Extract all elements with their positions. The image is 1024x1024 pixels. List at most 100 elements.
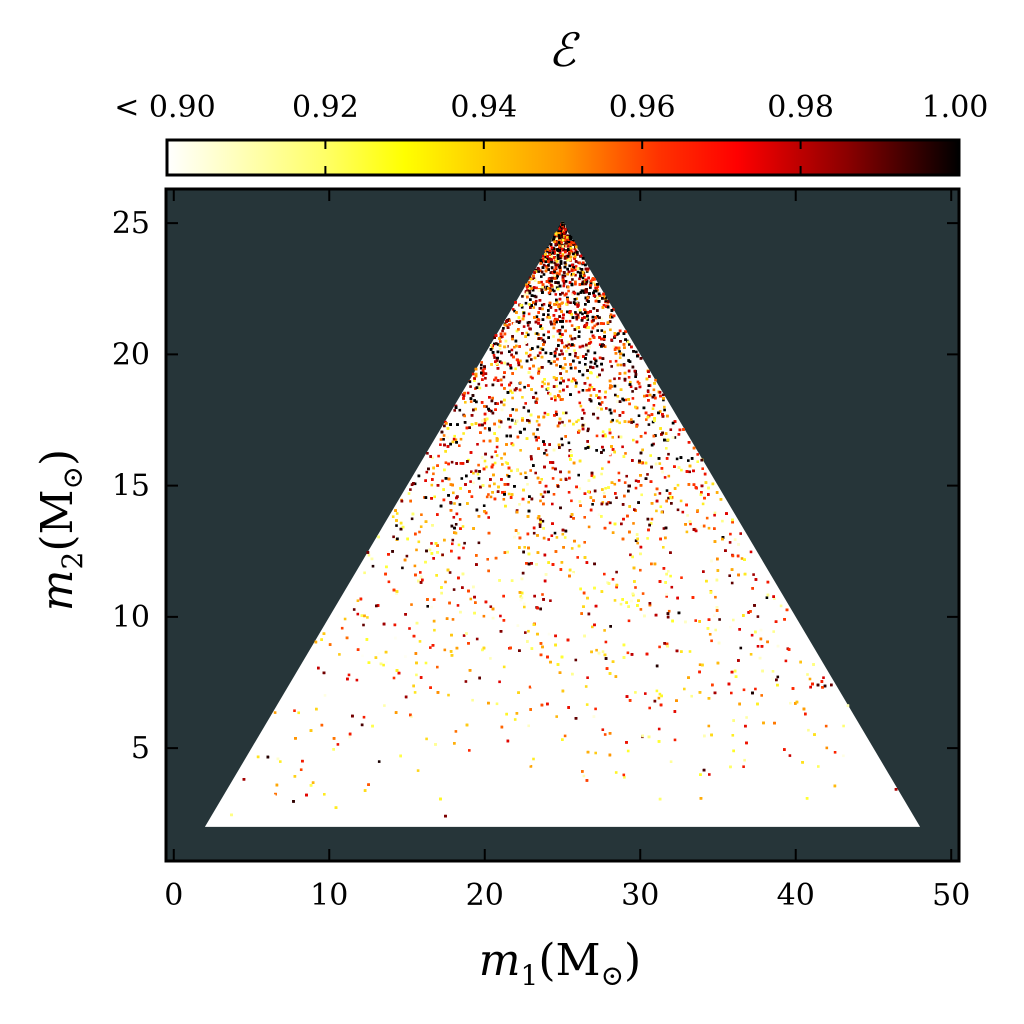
scatter-point [703, 472, 707, 476]
scatter-point [468, 380, 472, 384]
scatter-point [564, 263, 568, 266]
scatter-point [450, 460, 454, 464]
scatter-point [540, 275, 543, 278]
scatter-point [576, 556, 579, 559]
scatter-point [471, 372, 475, 376]
scatter-point [521, 295, 524, 298]
scatter-point [846, 746, 850, 749]
scatter-point [462, 432, 465, 435]
scatter-point [564, 363, 567, 366]
scatter-point [588, 345, 591, 349]
scatter-point [541, 519, 545, 523]
scatter-point [503, 490, 506, 494]
scatter-point [539, 518, 542, 521]
scatter-point [501, 335, 504, 338]
scatter-point [540, 280, 543, 284]
scatter-point [538, 525, 542, 528]
scatter-point [659, 505, 663, 508]
scatter-point [519, 472, 523, 476]
scatter-point [564, 280, 568, 283]
scatter-point [519, 598, 523, 602]
scatter-point [591, 315, 595, 319]
scatter-point [383, 704, 386, 707]
scatter-point [707, 526, 711, 530]
scatter-point [553, 268, 556, 272]
scatter-point [425, 549, 428, 553]
scatter-point [569, 515, 573, 518]
scatter-point [392, 535, 395, 539]
scatter-point [532, 531, 536, 535]
scatter-point [528, 367, 532, 370]
scatter-point [527, 629, 530, 633]
scatter-point [646, 537, 649, 540]
scatter-point [487, 569, 490, 573]
scatter-point [779, 604, 783, 608]
scatter-point [347, 673, 351, 677]
scatter-point [603, 733, 607, 736]
scatter-point [600, 329, 604, 332]
scatter-point [454, 404, 458, 408]
scatter-point [413, 691, 417, 694]
scatter-point [824, 724, 828, 728]
scatter-point [539, 269, 542, 272]
scatter-point [649, 454, 652, 457]
scatter-point [558, 353, 561, 356]
scatter-point [663, 408, 666, 412]
scatter-point [519, 359, 522, 363]
scatter-point [822, 676, 825, 679]
scatter-point [527, 286, 531, 290]
scatter-point [562, 284, 566, 288]
scatter-point [521, 417, 524, 420]
scatter-point [498, 347, 502, 351]
scatter-point [592, 291, 595, 295]
scatter-point [490, 409, 493, 413]
scatter-point [574, 268, 577, 271]
scatter-point [614, 359, 618, 363]
scatter-point [554, 267, 558, 271]
scatter-point [595, 434, 599, 438]
scatter-point [601, 430, 605, 433]
scatter-point [581, 389, 585, 392]
scatter-point [618, 350, 621, 353]
scatter-point [567, 253, 571, 257]
scatter-point [469, 397, 473, 400]
scatter-point [586, 376, 589, 380]
scatter-point [623, 481, 627, 484]
scatter-point [603, 629, 606, 632]
scatter-point [730, 691, 733, 695]
scatter-point [547, 263, 550, 267]
scatter-point [631, 555, 634, 559]
scatter-point [608, 521, 612, 525]
scatter-point [593, 324, 596, 328]
scatter-point [589, 508, 593, 512]
scatter-point [482, 504, 486, 507]
scatter-point [356, 599, 360, 602]
scatter-point [592, 281, 596, 284]
scatter-point [517, 316, 521, 319]
scatter-point [592, 307, 595, 310]
scatter-point [581, 276, 585, 280]
scatter-point [555, 385, 558, 388]
scatter-point [581, 274, 585, 278]
scatter-point [442, 488, 445, 491]
scatter-point [708, 633, 712, 636]
scatter-point [496, 343, 500, 346]
scatter-point [630, 418, 633, 421]
scatter-point [646, 473, 649, 476]
scatter-point [594, 283, 597, 287]
scatter-point [548, 304, 551, 307]
scatter-point [557, 294, 560, 298]
scatter-point [740, 557, 744, 560]
scatter-point [439, 438, 443, 441]
scatter-point [583, 516, 586, 519]
scatter-point [483, 405, 486, 408]
scatter-point [487, 516, 490, 519]
scatter-point [442, 434, 446, 437]
scatter-point [540, 270, 544, 274]
scatter-point [560, 339, 563, 342]
scatter-point [624, 452, 627, 455]
scatter-point [483, 367, 486, 370]
scatter-point [520, 591, 524, 595]
scatter-point [598, 402, 601, 405]
scatter-point [524, 724, 527, 727]
